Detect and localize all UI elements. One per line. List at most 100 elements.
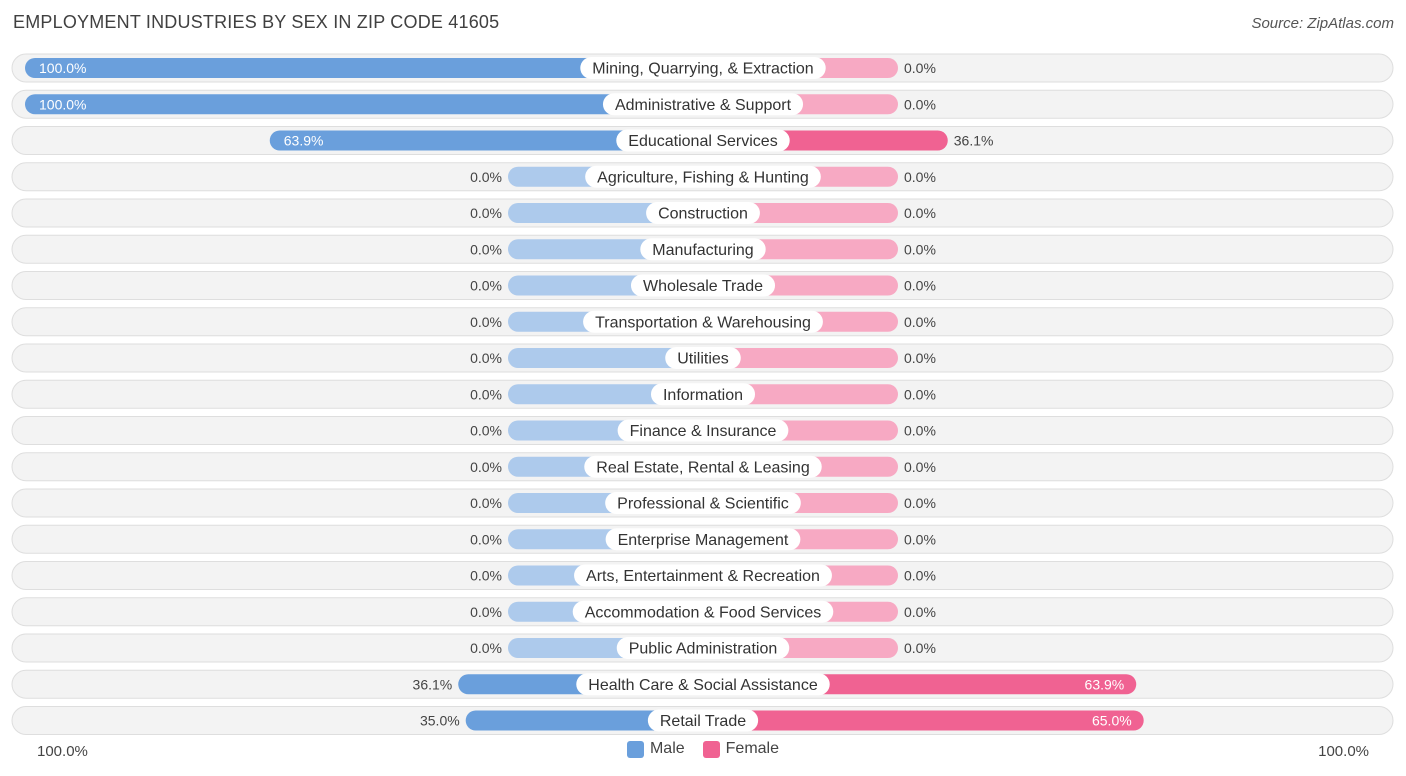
legend-swatch-male [626, 740, 644, 758]
chart-row: 0.0% 0.0% Professional & Scientific [11, 488, 1394, 518]
chart-row: 100.0% 0.0% Administrative & Support [11, 89, 1394, 119]
category-pill [572, 600, 834, 623]
chart-row: 0.0% 0.0% Enterprise Management [11, 524, 1394, 554]
category-label: Finance & Insurance [630, 423, 777, 440]
male-value-label: 0.0% [470, 495, 502, 511]
female-value-label: 0.0% [904, 386, 936, 402]
male-bar[interactable] [465, 710, 703, 731]
legend-label-male: Male [649, 740, 685, 757]
female-value-label: 65.0% [1092, 713, 1132, 729]
female-bar[interactable] [703, 710, 1144, 731]
category-label: Educational Services [628, 133, 777, 150]
male-value-label: 0.0% [470, 568, 502, 584]
category-pill [616, 129, 790, 152]
category-pill [574, 564, 832, 587]
male-value-label: 0.0% [470, 604, 502, 620]
chart-row: 0.0% 0.0% Accommodation & Food Services [11, 597, 1394, 627]
legend-swatch-female [702, 740, 720, 758]
category-pill [585, 165, 821, 188]
category-pill [583, 310, 823, 333]
category-pill [584, 455, 822, 478]
chart-row: 0.0% 0.0% Wholesale Trade [11, 271, 1394, 300]
female-value-label: 0.0% [904, 60, 936, 76]
male-value-label: 0.0% [470, 205, 502, 221]
male-value-label: 0.0% [470, 640, 502, 656]
female-value-label: 0.0% [904, 531, 936, 547]
category-pill [617, 419, 789, 442]
female-value-label: 0.0% [904, 423, 936, 439]
legend-item-female[interactable]: Female [702, 740, 780, 758]
legend-item-male[interactable]: Male [626, 740, 685, 758]
male-value-label: 0.0% [470, 278, 502, 294]
category-pill [605, 492, 801, 514]
category-label: Transportation & Warehousing [595, 314, 811, 331]
male-value-label: 0.0% [470, 350, 502, 366]
female-value-label: 0.0% [904, 205, 936, 221]
category-pill [616, 637, 790, 659]
female-value-label: 36.1% [954, 133, 994, 149]
category-label: Professional & Scientific [617, 496, 789, 513]
diverging-bar-chart: 100.0% 0.0% Mining, Quarrying, & Extractio… [11, 53, 1394, 735]
category-label: Real Estate, Rental & Leasing [596, 459, 809, 476]
category-label: Health Care & Social Assistance [588, 677, 818, 694]
male-value-label: 0.0% [470, 169, 502, 185]
female-value-label: 0.0% [904, 241, 936, 257]
female-value-label: 0.0% [904, 640, 936, 656]
chart-row: 0.0% 0.0% Manufacturing [11, 234, 1394, 264]
category-pill [665, 347, 741, 369]
category-pill [602, 93, 804, 116]
category-label: Construction [658, 206, 748, 223]
chart-row: 0.0% 0.0% Finance & Insurance [11, 416, 1394, 445]
female-value-label: 0.0% [904, 96, 936, 112]
category-label: Manufacturing [652, 242, 753, 259]
female-value-label: 0.0% [904, 495, 936, 511]
category-pill [580, 57, 826, 79]
male-value-label: 0.0% [470, 423, 502, 439]
chart-row: 0.0% 0.0% Real Estate, Rental & Leasing [11, 452, 1394, 482]
category-pill [605, 528, 801, 551]
category-label: Information [663, 387, 743, 404]
female-value-label: 0.0% [904, 314, 936, 330]
female-value-label: 0.0% [904, 459, 936, 475]
legend: Male Female [0, 740, 1406, 758]
male-value-label: 63.9% [284, 133, 324, 149]
female-value-label: 0.0% [904, 278, 936, 294]
chart-row: 35.0% 65.0% Retail Trade [11, 706, 1394, 735]
female-bar[interactable] [703, 348, 898, 368]
axis-right-label: 100.0% [1318, 743, 1369, 760]
category-pill [640, 238, 766, 261]
male-value-label: 35.0% [420, 713, 460, 729]
male-bar[interactable] [25, 58, 703, 78]
male-value-label: 100.0% [39, 96, 86, 112]
chart-row: 0.0% 0.0% Arts, Entertainment & Recreation [11, 561, 1394, 590]
category-label: Agriculture, Fishing & Hunting [597, 169, 809, 186]
male-value-label: 0.0% [470, 241, 502, 257]
category-label: Accommodation & Food Services [585, 604, 822, 621]
category-label: Enterprise Management [618, 532, 789, 549]
male-value-label: 0.0% [470, 531, 502, 547]
male-value-label: 0.0% [470, 314, 502, 330]
female-value-label: 0.0% [904, 604, 936, 620]
category-label: Administrative & Support [615, 97, 792, 114]
chart-row: 0.0% 0.0% Agriculture, Fishing & Hunting [11, 162, 1394, 192]
chart-title: EMPLOYMENT INDUSTRIES BY SEX IN ZIP CODE… [13, 12, 500, 32]
male-value-label: 36.1% [413, 676, 453, 692]
chart-row: 0.0% 0.0% Transportation & Warehousing [11, 307, 1394, 337]
chart-row: 0.0% 0.0% Utilities [11, 343, 1394, 373]
category-label: Arts, Entertainment & Recreation [586, 568, 820, 585]
male-bar[interactable] [508, 348, 703, 368]
male-bar[interactable] [25, 94, 703, 115]
legend-label-female: Female [725, 740, 780, 757]
category-label: Utilities [677, 351, 729, 368]
category-pill [646, 202, 760, 224]
male-value-label: 0.0% [470, 386, 502, 402]
category-pill [650, 383, 756, 406]
source-credit: Source: ZipAtlas.com [1251, 15, 1394, 32]
male-bar[interactable] [269, 130, 703, 151]
axis-left-label: 100.0% [37, 743, 88, 760]
category-label: Mining, Quarrying, & Extraction [592, 61, 813, 78]
female-value-label: 63.9% [1085, 676, 1125, 692]
chart-row: 36.1% 63.9% Health Care & Social Assistanc… [11, 669, 1394, 699]
chart-row: 0.0% 0.0% Information [11, 379, 1394, 409]
female-value-label: 0.0% [904, 568, 936, 584]
